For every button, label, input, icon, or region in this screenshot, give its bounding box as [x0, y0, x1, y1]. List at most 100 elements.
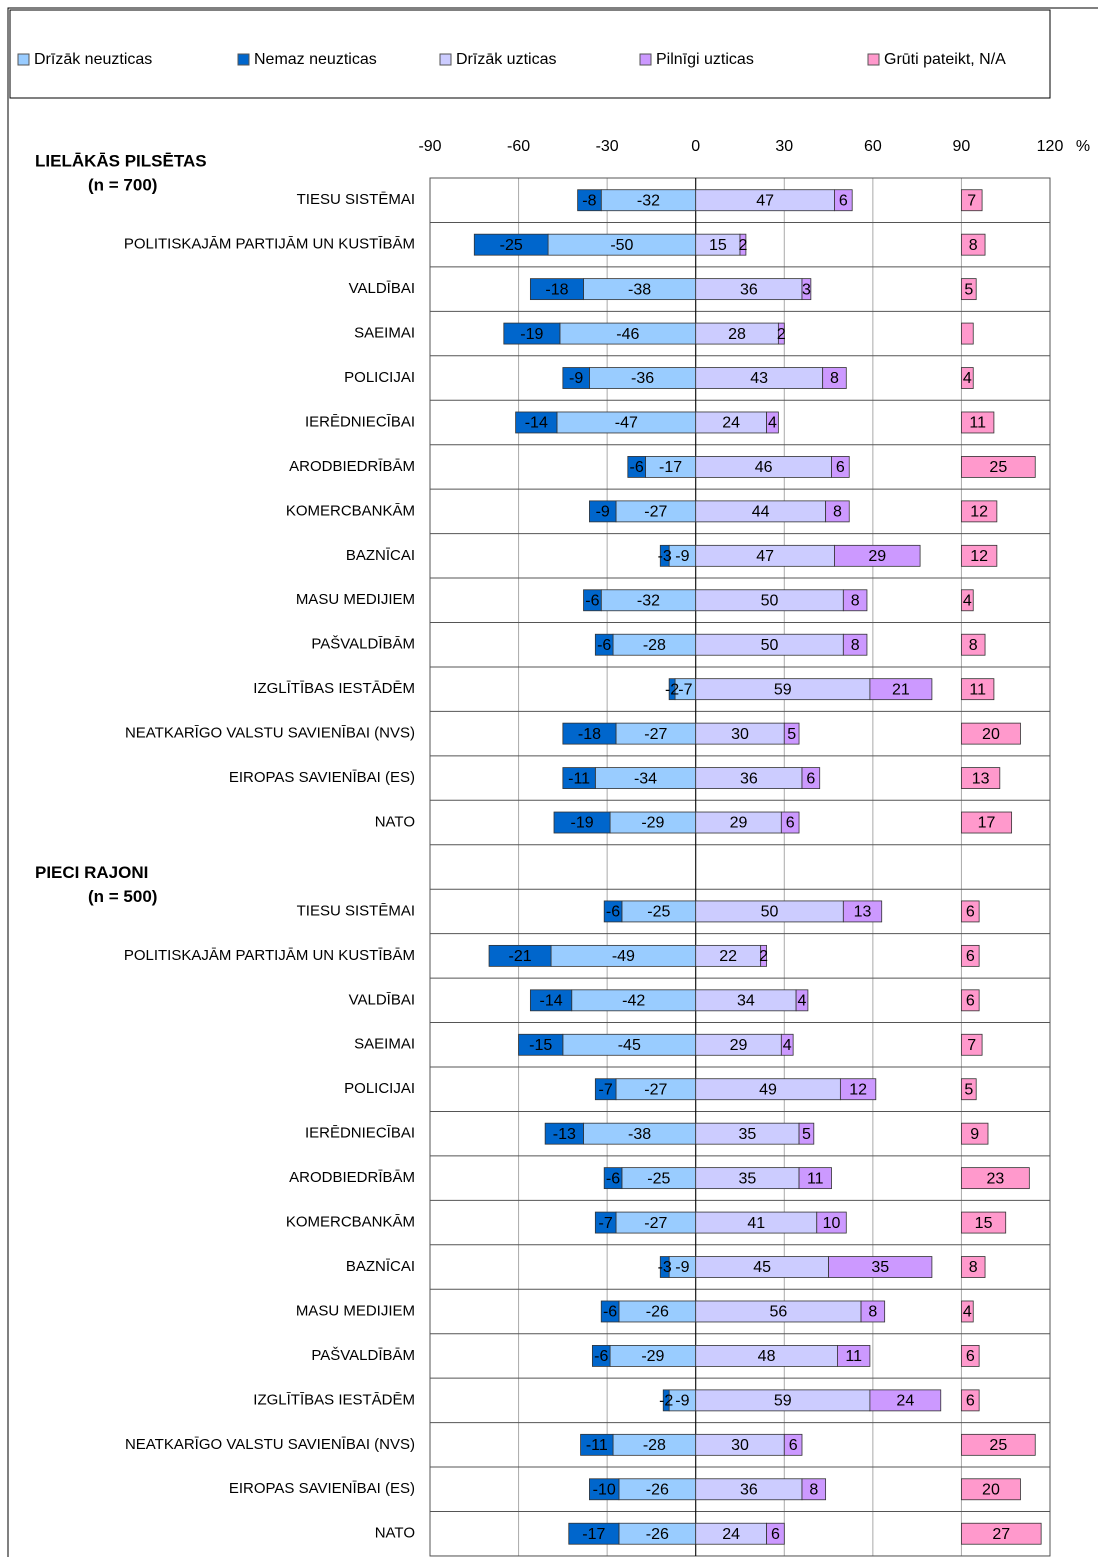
bar-label: 17: [978, 815, 996, 832]
legend-swatch: [639, 53, 652, 66]
bar-label: -11: [568, 770, 590, 787]
bar-label: -3: [658, 1259, 672, 1276]
bar-segment: [591, 1345, 611, 1367]
bar-segment: [553, 811, 611, 834]
legend-swatch: [439, 53, 452, 66]
bar-label: 7: [967, 1037, 976, 1054]
bar-segment: [766, 411, 779, 434]
legend-label: Pilnīgi uzticas: [656, 51, 754, 68]
x-tick-label: 120: [1037, 138, 1064, 155]
bar-label: 20: [982, 726, 1000, 743]
bar-label: -21: [508, 948, 531, 965]
bar-label: 8: [851, 637, 860, 654]
bar-segment: [842, 900, 883, 923]
bar-label: 15: [709, 237, 727, 254]
bar-label: 2: [777, 326, 786, 343]
bar-segment: [961, 1345, 980, 1367]
bar-segment: [961, 322, 974, 345]
category-label: MASU MEDIJIEM: [296, 591, 415, 608]
bar-label: -9: [675, 548, 689, 565]
bar-label: 24: [722, 1526, 740, 1543]
bar-segment: [659, 544, 670, 567]
bar-label: 30: [731, 726, 749, 743]
bar-label: -18: [578, 726, 601, 743]
bar-label: -9: [569, 370, 583, 387]
bar-segment: [562, 767, 596, 789]
bar-segment: [961, 544, 998, 567]
bar-label: -13: [553, 1126, 576, 1143]
bar-label: 8: [969, 1259, 978, 1276]
bar-label: -27: [644, 1081, 667, 1098]
bar-label: 46: [755, 459, 773, 476]
bar-label: 24: [722, 415, 740, 432]
bar-segment: [961, 278, 977, 301]
bar-label: 36: [740, 770, 758, 787]
bar-segment: [503, 322, 561, 345]
category-label: NEATKARĪGO VALSTU SAVIENĪBAI (NVS): [125, 1436, 415, 1453]
bar-label: 6: [839, 192, 848, 209]
bar-segment: [783, 722, 800, 745]
category-label: VALDĪBAI: [349, 991, 415, 1008]
bar-label: -38: [628, 281, 651, 298]
bar-segment: [961, 411, 995, 434]
bar-segment: [777, 322, 785, 345]
bar-segment: [825, 500, 850, 523]
bar-label: 50: [761, 904, 779, 921]
bar-label: -14: [539, 993, 562, 1010]
bar-segment: [603, 1167, 623, 1190]
bar-label: -27: [644, 1215, 667, 1232]
bar-label: -27: [644, 504, 667, 521]
bar-label: 29: [868, 548, 886, 565]
bar-label: -29: [641, 815, 664, 832]
bar-label: -8: [582, 192, 596, 209]
bar-segment: [869, 1389, 942, 1412]
bar-label: -6: [606, 1170, 620, 1187]
bar-segment: [831, 456, 850, 478]
x-tick-label: -30: [596, 138, 619, 155]
category-label: IZGLĪTĪBAS IESTĀDĒM: [253, 1391, 415, 1408]
bar-label: 6: [771, 1526, 780, 1543]
bar-label: -29: [641, 1348, 664, 1365]
bar-segment: [798, 1167, 832, 1190]
category-label: TIESU SISTĒMAI: [297, 902, 415, 919]
bar-segment: [869, 678, 933, 701]
bar-label: 12: [970, 504, 988, 521]
legend-label: Drīzāk uzticas: [456, 51, 556, 68]
bar-segment: [961, 1433, 1036, 1456]
bar-label: -50: [610, 237, 633, 254]
bar-label: 35: [738, 1170, 756, 1187]
bar-segment: [961, 456, 1036, 478]
bar-label: -9: [675, 1393, 689, 1410]
bar-segment: [568, 1522, 620, 1545]
bar-segment: [562, 367, 590, 389]
bar-label: 12: [970, 548, 988, 565]
category-label: KOMERCBANKĀM: [286, 502, 415, 519]
bar-label: 8: [809, 1481, 818, 1498]
bar-label: 23: [986, 1170, 1004, 1187]
bar-label: -14: [525, 415, 548, 432]
bar-segment: [961, 233, 986, 256]
bar-segment: [766, 1522, 785, 1545]
bar-label: -6: [603, 1304, 617, 1321]
bar-label: 15: [975, 1215, 993, 1232]
bar-label: -32: [637, 192, 660, 209]
bar-segment: [860, 1300, 886, 1323]
bar-segment: [961, 633, 986, 656]
bar-segment: [961, 589, 974, 612]
bar-segment: [961, 1167, 1030, 1190]
bar-label: 20: [982, 1481, 1000, 1498]
bar-segment: [961, 1033, 983, 1056]
bar-segment: [515, 411, 558, 434]
bar-label: 29: [730, 815, 748, 832]
bar-label: -19: [520, 326, 543, 343]
bar-segment: [544, 1122, 584, 1145]
bar-segment: [529, 278, 584, 301]
bar-label: 2: [738, 237, 747, 254]
bar-label: 6: [966, 993, 975, 1010]
bar-label: 21: [892, 681, 910, 698]
x-tick-label: 60: [864, 138, 882, 155]
category-label: PAŠVALDĪBĀM: [311, 636, 415, 653]
bar-segment: [668, 678, 676, 701]
bar-label: -25: [647, 904, 670, 921]
category-label: BAZNĪCAI: [346, 547, 415, 564]
